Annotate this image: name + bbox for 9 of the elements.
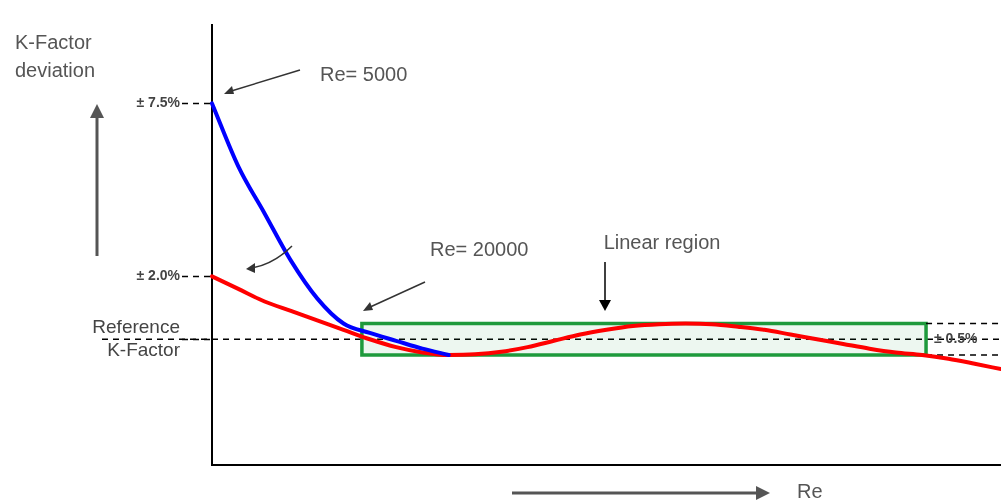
annotation: Linear region bbox=[603, 230, 721, 253]
annotation: Re= 5000 bbox=[320, 62, 408, 85]
y-tick-label: ± 2.0% bbox=[136, 267, 181, 284]
y-tick-label: ± 7.5% bbox=[136, 94, 181, 111]
band-label: ± 0.5% bbox=[934, 330, 979, 347]
y-axis-title: K-Factor deviation bbox=[15, 30, 97, 83]
y-tick-label: Reference K-Factor bbox=[92, 316, 181, 360]
x-axis-title: Re bbox=[797, 480, 823, 503]
annotation: Re= 20000 bbox=[430, 237, 529, 260]
